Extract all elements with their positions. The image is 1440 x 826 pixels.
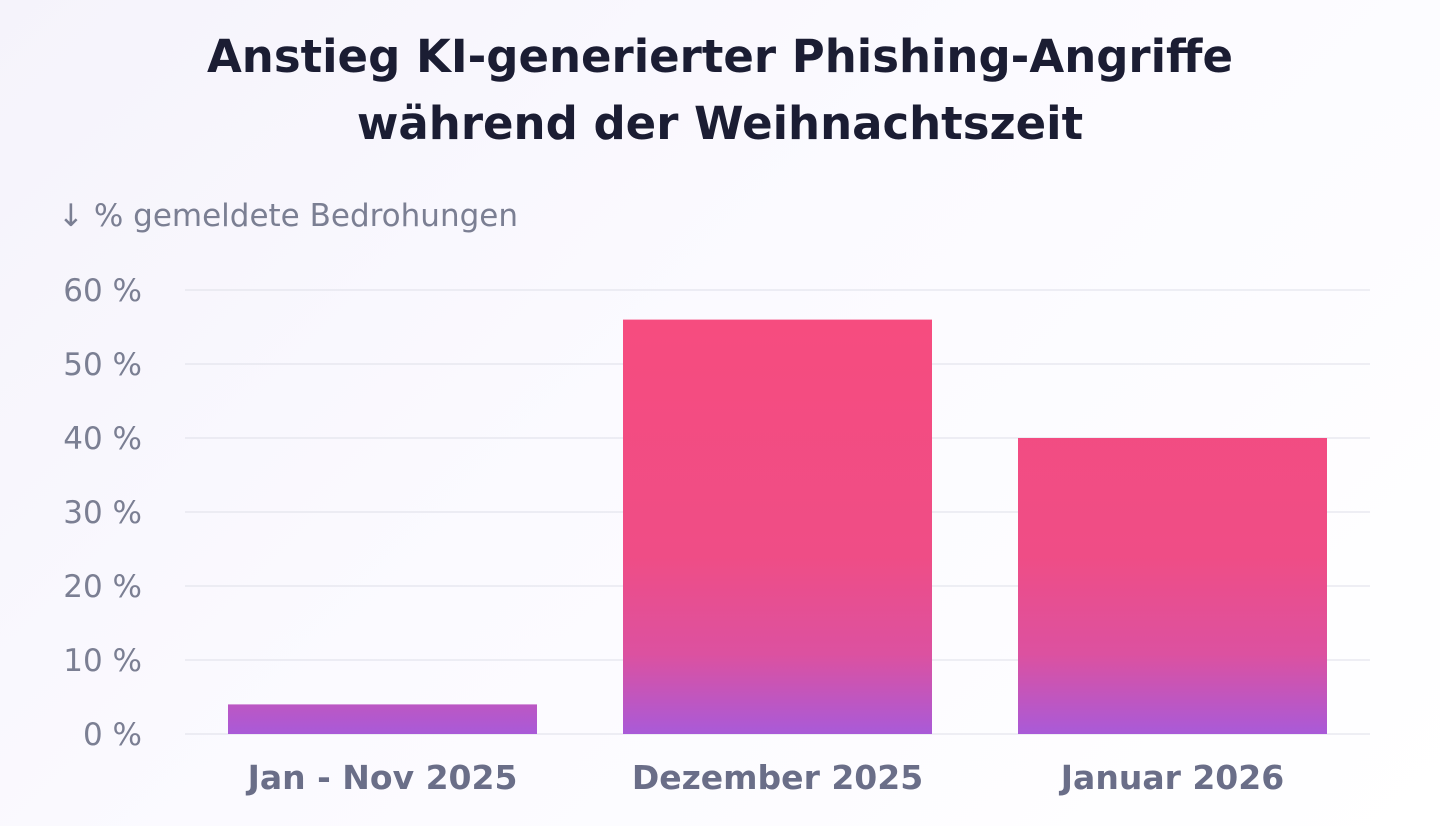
bar <box>623 319 932 734</box>
chart-title-line-2: während der Weihnachtszeit <box>357 97 1083 150</box>
y-tick-label: 50 % <box>63 347 142 383</box>
x-tick-label: Jan - Nov 2025 <box>246 758 518 797</box>
y-tick-label: 30 % <box>63 495 142 531</box>
y-tick-label: 40 % <box>63 421 142 457</box>
y-tick-labels: 0 % 10 % 20 % 30 % 40 % 50 % 60 % <box>63 273 142 753</box>
y-tick-label: 0 % <box>83 717 142 753</box>
y-tick-label: 10 % <box>63 643 142 679</box>
bar <box>1018 438 1327 734</box>
x-tick-label: Januar 2026 <box>1059 758 1284 797</box>
y-tick-label: 60 % <box>63 273 142 309</box>
bars <box>228 319 1327 734</box>
y-tick-label: 20 % <box>63 569 142 605</box>
x-tick-labels: Jan - Nov 2025 Dezember 2025 Januar 2026 <box>246 758 1285 797</box>
y-axis-label: ↓ % gemeldete Bedrohungen <box>58 198 518 234</box>
x-tick-label: Dezember 2025 <box>632 758 923 797</box>
bar <box>228 704 537 734</box>
chart-title-line-1: Anstieg KI-generierter Phishing-Angriffe <box>207 30 1233 83</box>
